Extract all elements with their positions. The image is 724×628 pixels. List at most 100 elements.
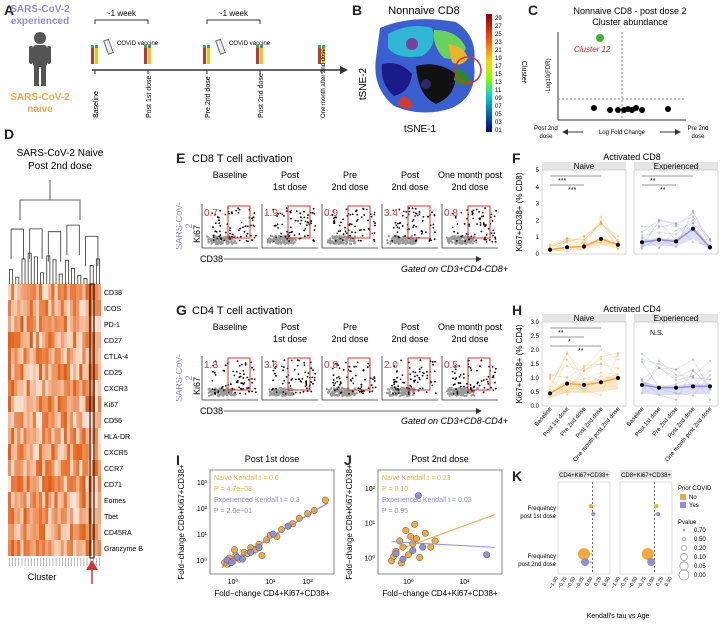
flow-event (251, 219, 254, 222)
heatmap-cell (97, 412, 102, 428)
heatmap-cell (26, 316, 30, 332)
heatmap-cell (85, 364, 89, 380)
heatmap-cell (60, 476, 64, 492)
heatmap-row-label: CD38 (104, 290, 122, 297)
flow-event (460, 211, 463, 214)
heatmap-cell (85, 476, 89, 492)
flow-xlabel: CD38 (200, 406, 223, 416)
flow-event (337, 386, 340, 389)
panel-letter-d: D (4, 126, 15, 142)
heatmap-cell (54, 492, 58, 508)
flow-event (418, 368, 421, 371)
heatmap-cell (63, 428, 68, 444)
scatter-point (411, 520, 419, 528)
flow-event (454, 365, 457, 367)
flow-event (299, 391, 302, 394)
flow-event-low (272, 388, 276, 392)
flow-event (289, 385, 292, 387)
flow-event-low (334, 235, 337, 238)
heatmap-cell (8, 396, 12, 412)
flow-event (252, 216, 255, 219)
heatmap-cell (8, 428, 12, 444)
flow-event (458, 376, 461, 378)
heatmap-cell (26, 540, 30, 556)
heatmap-cell (32, 524, 37, 540)
heatmap-cell (26, 524, 30, 540)
chart-ylabel: Fold−change CD8+Ki67+CD38+ (345, 464, 354, 580)
heatmap-cell (48, 540, 52, 556)
heatmap-cell (23, 316, 27, 332)
flow-event (306, 217, 309, 219)
heatmap-cell (35, 444, 40, 460)
flow-event (313, 376, 316, 379)
flow-event (362, 208, 365, 210)
heatmap-cell (45, 540, 49, 556)
heatmap-cell (17, 524, 21, 540)
flow-event (312, 207, 315, 210)
flow-event (408, 367, 411, 369)
flow-event (332, 379, 335, 381)
flow-event (392, 226, 395, 229)
flow-event (414, 233, 416, 236)
heatmap-cell (32, 380, 37, 396)
flow-event (238, 208, 241, 211)
kendall-annotation: P = 2.0e−01 (214, 508, 252, 515)
flow-event (274, 367, 277, 370)
flow-event (214, 222, 217, 224)
heatmap-cell (39, 348, 43, 364)
flow-event (477, 381, 479, 384)
facet-frame (541, 169, 627, 255)
flow-event (222, 389, 225, 392)
flow-event (244, 225, 247, 228)
flow-event (290, 359, 293, 362)
heatmap-cell (20, 524, 24, 540)
scatter-point (404, 551, 412, 559)
flow-event (469, 384, 472, 386)
flow-event-low (402, 393, 406, 396)
heatmap-cell (48, 332, 52, 348)
flow-event-low (281, 235, 285, 238)
flow-event (336, 377, 338, 379)
flow-event (354, 225, 356, 228)
heatmap-cell (79, 316, 83, 332)
flow-event (456, 232, 459, 234)
flow-column-header: 2nd dose (331, 334, 368, 344)
individual-point (708, 238, 712, 241)
heatmap-cell (20, 492, 24, 508)
flow-event-low (272, 238, 276, 242)
flow-event (274, 372, 276, 375)
heatmap-cell (76, 508, 80, 524)
individual-point (548, 373, 552, 377)
flow-event (494, 381, 496, 384)
chart-xtick-label: −0.75 (619, 576, 631, 590)
heatmap-cell (91, 396, 95, 412)
individual-point (548, 373, 552, 376)
heatmap-cell (42, 524, 46, 540)
colorbar-tick-label: 21 (495, 48, 502, 54)
individual-point (640, 379, 644, 382)
flow-event (457, 381, 460, 384)
individual-trajectory (641, 219, 711, 250)
flow-event-low (353, 394, 356, 397)
flow-event (481, 211, 484, 214)
heatmap-cell (60, 428, 64, 444)
flow-event-low (275, 238, 278, 241)
heatmap-cell (54, 508, 58, 524)
flow-event (272, 240, 275, 243)
flow-event (231, 387, 234, 390)
flow-event (469, 387, 472, 389)
flow-event (312, 239, 315, 242)
flow-event (394, 235, 396, 237)
heatmap-cell (20, 380, 24, 396)
heatmap-cell (63, 300, 68, 316)
individual-point (657, 246, 661, 250)
right-arrowhead (675, 129, 681, 135)
heatmap-cell (73, 364, 77, 380)
flow-event (240, 363, 243, 366)
flow-event (211, 212, 214, 215)
flow-event (304, 385, 307, 388)
flow-event (254, 387, 257, 390)
flow-event (282, 369, 284, 371)
